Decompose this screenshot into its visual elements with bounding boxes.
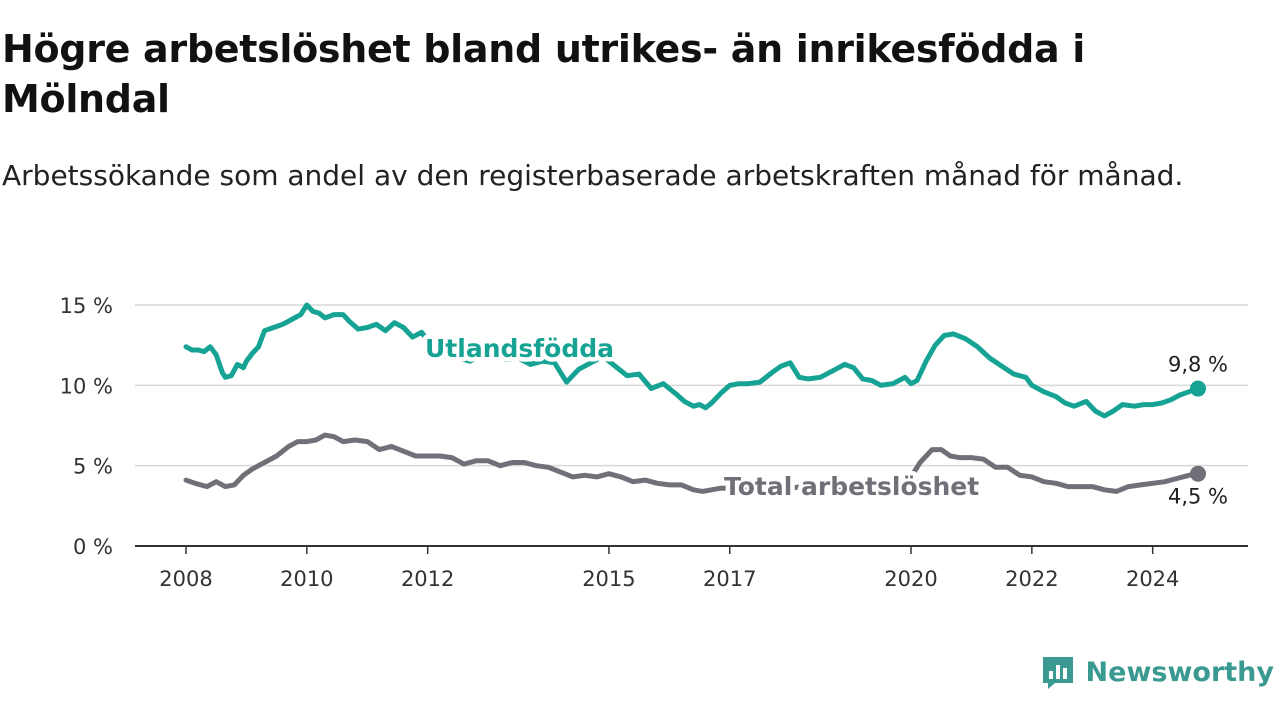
series-lines: [183, 302, 1206, 494]
brand-name: Newsworthy: [1085, 656, 1274, 688]
y-axis: 0 % 5 % 10 % 15 %: [60, 294, 113, 559]
newsworthy-logo-icon: [1042, 657, 1073, 689]
series-line-utlandsfodda: [183, 302, 1201, 419]
x-tick-label: 2012: [401, 567, 454, 591]
y-tick-label: 5 %: [73, 455, 113, 479]
chart-subtitle: Arbetssökande som andel av den registerb…: [2, 159, 1184, 192]
series-labels: 9,8 % 4,5 % Utlandsfödda Total arbetslöshet: [421, 330, 1229, 509]
end-point-total: [1190, 465, 1206, 482]
x-tick-label: 2017: [703, 567, 756, 591]
y-tick-label: 10 %: [60, 374, 113, 398]
x-tick-label: 2024: [1126, 567, 1179, 591]
chart-title: Högre arbetslöshet bland utrikes- än inr…: [2, 27, 1085, 121]
x-tick-label: 2022: [1005, 567, 1058, 591]
x-tick-label: 2010: [280, 567, 333, 591]
x-tick-label: 2015: [582, 567, 635, 591]
end-label-utlandsfodda: 9,8 %: [1168, 353, 1228, 377]
x-tick-label: 2020: [884, 567, 937, 591]
end-label-total: 4,5 %: [1168, 485, 1228, 509]
end-point-utlandsfodda: [1190, 380, 1206, 397]
series-name-total: Total arbetslöshet: [724, 472, 979, 501]
series-line-total: [183, 432, 1201, 494]
brand-logo[interactable]: Newsworthy: [1040, 654, 1274, 690]
series-name-utlandsfodda: Utlandsfödda: [425, 334, 614, 363]
x-tick-label: 2008: [159, 567, 212, 591]
line-chart: 0 %5 %10 %15 % 2008 2010 2012 2015 2017 2020 2…: [60, 294, 1248, 591]
gridlines: [135, 304, 1248, 467]
y-tick-label: 0 %: [73, 535, 113, 559]
x-axis: 2008 2010 2012 2015 2017 2020 2022 2024: [135, 545, 1248, 591]
y-tick-label: 15 %: [60, 294, 113, 318]
